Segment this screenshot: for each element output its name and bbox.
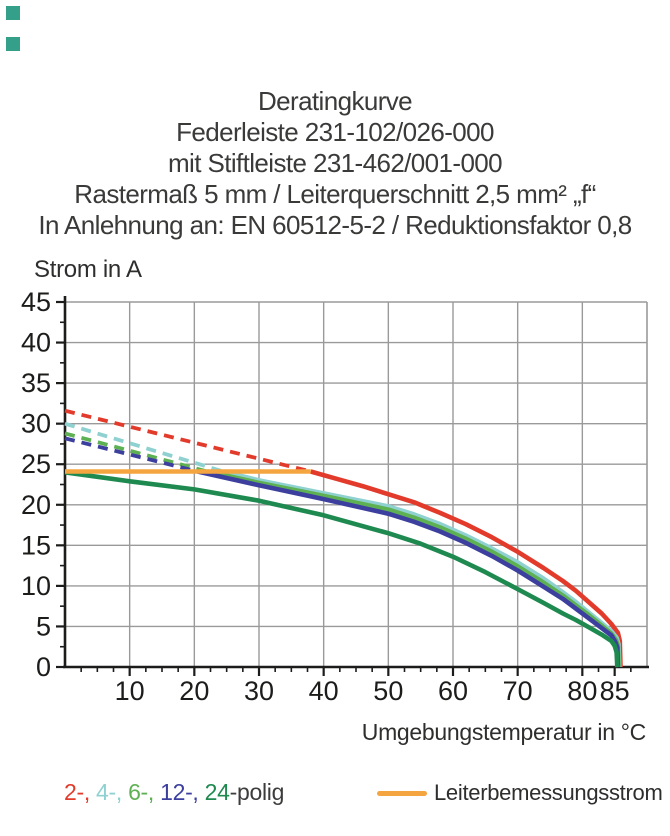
- y-axis-title: Strom in A: [34, 256, 142, 283]
- y-tick-label: 45: [21, 287, 51, 317]
- curve-24-polig: [64, 470, 620, 668]
- x-tick-label: 50: [373, 676, 403, 706]
- x-axis-title: Umgebungstemperatur in °C: [361, 719, 647, 745]
- curve-2-polig: [310, 469, 623, 668]
- legend-part: 6-,: [128, 779, 161, 805]
- legend-part: -polig: [229, 779, 285, 805]
- y-tick-label: 30: [21, 409, 51, 439]
- title-line-3: mit Stiftleiste 231-462/001-000: [167, 148, 503, 178]
- x-tick-label: 80: [567, 676, 597, 706]
- corner-marker-top-icon: [6, 6, 20, 20]
- legend-part: 12-,: [160, 779, 205, 805]
- x-tick-label: 10: [115, 676, 145, 706]
- x-tick-label: 85: [600, 676, 630, 706]
- y-tick-label: 20: [21, 490, 51, 520]
- y-tick-label: 5: [36, 611, 51, 641]
- x-tick-label: 60: [438, 676, 468, 706]
- chart-title-block: Deratingkurve Federleiste 231-102/026-00…: [0, 86, 670, 241]
- curve-dashed-6-polig: [64, 431, 208, 474]
- y-tick-label: 40: [21, 328, 51, 358]
- curve-dashed-12-polig: [64, 436, 199, 474]
- legend-pole-counts: 2-, 4-, 6-, 12-, 24-polig: [64, 779, 284, 806]
- x-tick-label: 70: [503, 676, 533, 706]
- y-tick-label: 10: [21, 571, 51, 601]
- x-tick-label: 40: [309, 676, 339, 706]
- title-line-1: Deratingkurve: [257, 86, 413, 116]
- curve-12-polig: [197, 469, 621, 668]
- legend-part: 4-,: [96, 779, 129, 805]
- corner-marker-bottom-icon: [6, 37, 20, 51]
- rated-current-label: Leiterbemessungsstrom: [434, 780, 663, 805]
- title-line-2: Federleiste 231-102/026-000: [176, 117, 494, 147]
- x-tick-label: 20: [179, 676, 209, 706]
- title-line-5: In Anlehnung an: EN 60512-5-2 / Reduktio…: [38, 210, 632, 240]
- curve-4-polig: [222, 469, 622, 668]
- y-tick-label: 35: [21, 368, 51, 398]
- legend-part: 2-,: [64, 779, 97, 805]
- derating-chart: 10 20 30 40 50 60 70 80 85 0 5 10 15 20 25 30 35 40 45: [21, 287, 649, 706]
- curve-dashed-2-polig: [64, 408, 312, 474]
- title-line-4: Rastermaß 5 mm / Leiterquerschnitt 2,5 m…: [74, 179, 596, 209]
- y-tick-label: 25: [21, 449, 51, 479]
- legend-part: 24: [204, 779, 230, 805]
- y-tick-label: 15: [21, 530, 51, 560]
- y-tick-label: 0: [36, 652, 51, 682]
- x-tick-label: 30: [244, 676, 274, 706]
- rated-current-line-swatch: [377, 791, 427, 796]
- curve-dashed-4-polig: [64, 421, 224, 474]
